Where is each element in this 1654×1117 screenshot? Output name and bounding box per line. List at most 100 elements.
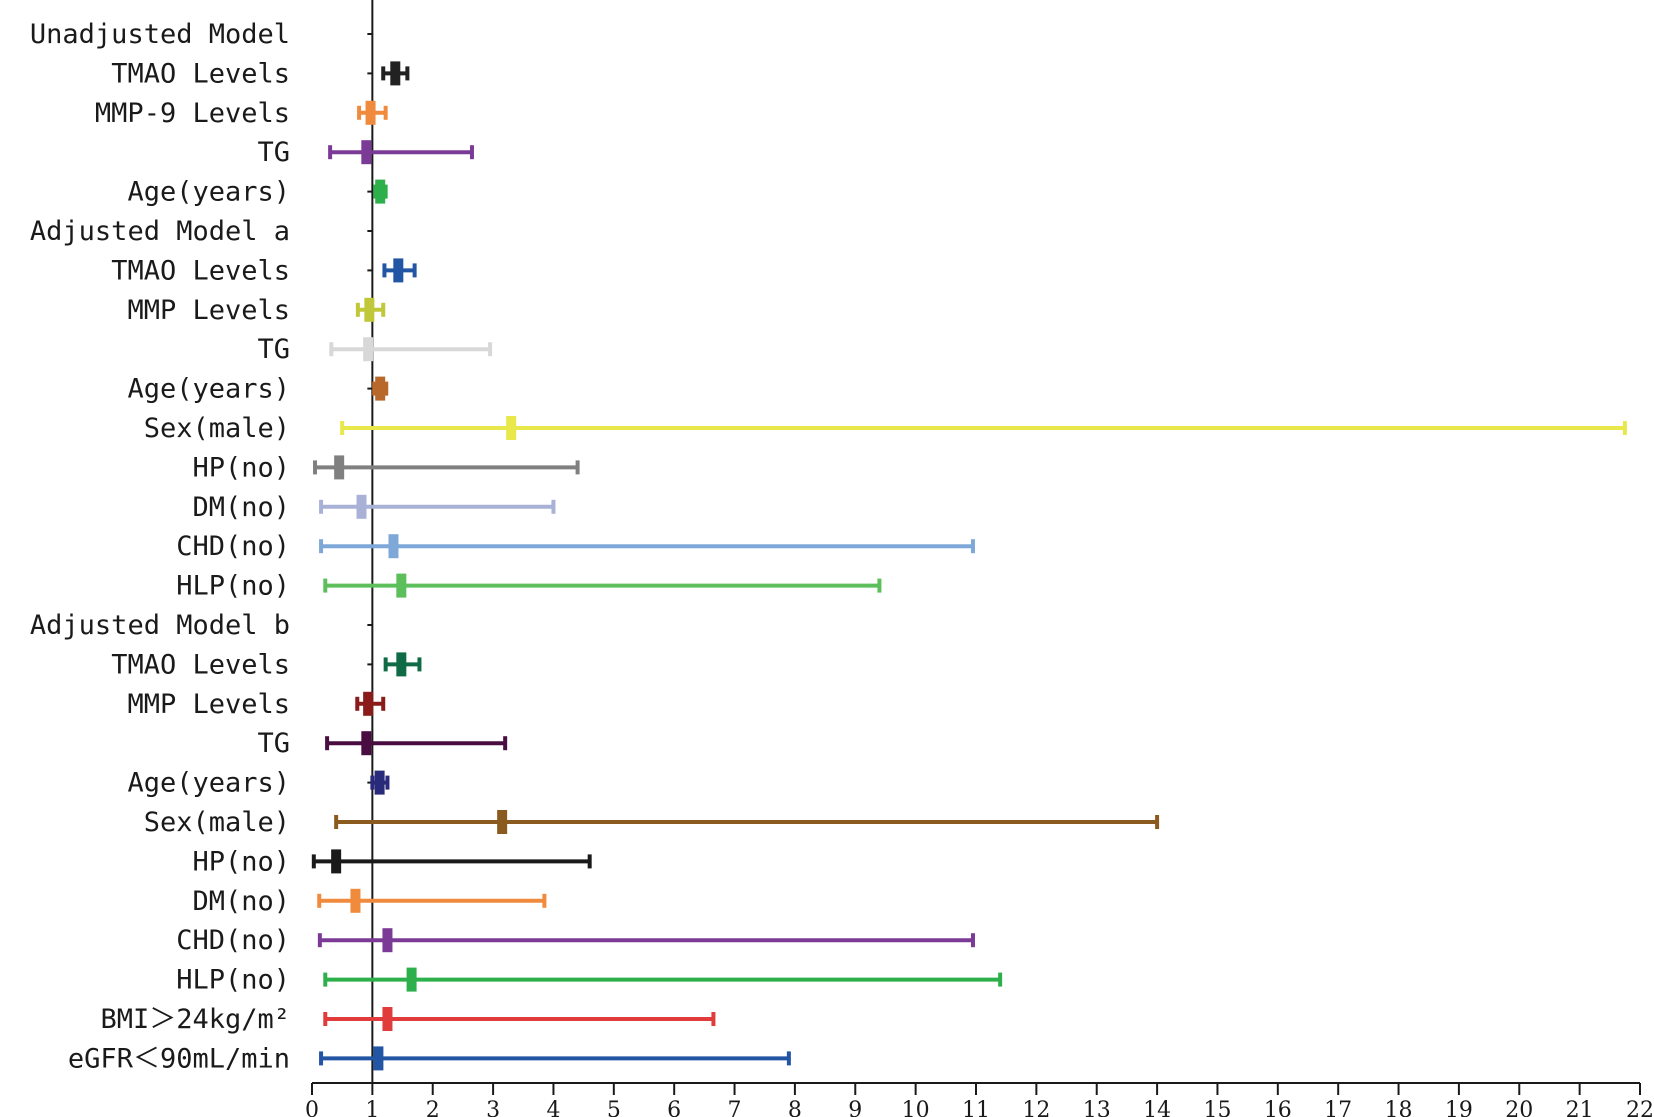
point-estimate-marker xyxy=(375,376,386,401)
forest-row: Sex(male) xyxy=(144,413,1627,444)
forest-row: Age(years) xyxy=(127,768,390,799)
row-label: DM(no) xyxy=(192,886,290,917)
row-label: TG xyxy=(257,137,290,168)
x-tick-label: 0 xyxy=(305,1098,319,1117)
row-label: Age(years) xyxy=(127,768,290,799)
group-header-row: Adjusted Model b xyxy=(30,610,373,641)
forest-row: Sex(male) xyxy=(144,807,1160,838)
row-label: TG xyxy=(257,728,290,759)
point-estimate-marker xyxy=(388,534,399,559)
x-tick-label: 6 xyxy=(667,1098,681,1117)
row-label: CHD(no) xyxy=(176,925,290,956)
forest-row: TG xyxy=(257,334,493,365)
row-label: eGFR＜90mL/min xyxy=(68,1043,290,1074)
x-tick-label: 15 xyxy=(1203,1098,1231,1117)
forest-row: TG xyxy=(257,728,508,759)
x-tick-label: 4 xyxy=(546,1098,560,1117)
x-tick-label: 7 xyxy=(728,1098,742,1117)
x-tick-label: 16 xyxy=(1264,1098,1292,1117)
forest-row: BMI＞24kg/m² xyxy=(100,1004,716,1035)
forest-row: CHD(no) xyxy=(176,531,975,562)
row-label: BMI＞24kg/m² xyxy=(100,1004,290,1035)
x-tick-label: 10 xyxy=(902,1098,930,1117)
forest-row: CHD(no) xyxy=(176,925,975,956)
forest-row: HLP(no) xyxy=(176,571,882,602)
row-label: MMP Levels xyxy=(127,295,290,326)
x-axis: 0 1 2 3 4 5 6 7 8 9 10 11 12 13 14 15 16 17 18 19 20 21 22 xyxy=(305,0,1654,1117)
point-estimate-marker xyxy=(375,179,386,204)
point-estimate-marker xyxy=(382,928,393,953)
row-label: HP(no) xyxy=(192,846,290,877)
x-tick-label: 9 xyxy=(848,1098,862,1117)
x-tick-label: 12 xyxy=(1022,1098,1050,1117)
forest-row: TMAO Levels xyxy=(111,255,417,286)
point-estimate-marker xyxy=(365,100,376,125)
x-tick-label: 13 xyxy=(1083,1098,1111,1117)
row-label: HLP(no) xyxy=(176,571,290,602)
x-tick-label: 8 xyxy=(788,1098,802,1117)
row-label: Age(years) xyxy=(127,374,290,405)
x-tick-label: 21 xyxy=(1566,1098,1594,1117)
forest-row: DM(no) xyxy=(192,886,547,917)
group-header-row: Unadjusted Model xyxy=(30,19,373,50)
forest-row: TG xyxy=(257,137,474,168)
row-label: TMAO Levels xyxy=(111,649,290,680)
point-estimate-marker xyxy=(363,691,374,716)
point-estimate-marker xyxy=(356,494,367,519)
point-estimate-marker xyxy=(382,1007,393,1031)
forest-row: Age(years) xyxy=(127,177,388,208)
x-tick-label: 18 xyxy=(1385,1098,1413,1117)
row-label: TG xyxy=(257,334,290,365)
row-label: MMP Levels xyxy=(127,689,290,720)
row-label: HP(no) xyxy=(192,452,290,483)
forest-row: MMP Levels xyxy=(127,295,386,326)
row-label: HLP(no) xyxy=(176,965,290,996)
row-label: CHD(no) xyxy=(176,531,290,562)
group-header-label: Adjusted Model a xyxy=(30,216,290,247)
point-estimate-marker xyxy=(361,140,372,165)
rows: Unadjusted Model TMAO Levels MMP-9 Levels T… xyxy=(30,19,1627,1074)
row-label: TMAO Levels xyxy=(111,58,290,89)
x-tick-label: 1 xyxy=(365,1098,379,1117)
x-tick-label: 22 xyxy=(1626,1098,1654,1117)
point-estimate-marker xyxy=(374,770,385,795)
forest-row: HLP(no) xyxy=(176,965,1003,996)
point-estimate-marker xyxy=(396,573,407,598)
row-label: DM(no) xyxy=(192,492,290,523)
group-header-row: Adjusted Model a xyxy=(30,216,373,247)
point-estimate-marker xyxy=(364,297,375,322)
forest-row: DM(no) xyxy=(192,492,556,523)
group-header-label: Adjusted Model b xyxy=(30,610,290,641)
point-estimate-marker xyxy=(393,258,404,283)
group-header-label: Unadjusted Model xyxy=(30,19,290,50)
forest-row: MMP-9 Levels xyxy=(95,98,388,129)
point-estimate-marker xyxy=(390,61,401,86)
forest-row: HP(no) xyxy=(192,452,580,483)
point-estimate-marker xyxy=(406,967,417,992)
forest-row: Age(years) xyxy=(127,374,389,405)
row-label: Sex(male) xyxy=(144,413,290,444)
point-estimate-marker xyxy=(373,1046,384,1071)
forest-row: MMP Levels xyxy=(127,689,386,720)
point-estimate-marker xyxy=(361,731,372,756)
x-tick-label: 3 xyxy=(486,1098,500,1117)
x-tick-label: 2 xyxy=(426,1098,440,1117)
row-label: MMP-9 Levels xyxy=(95,98,290,129)
forest-row: TMAO Levels xyxy=(111,58,410,89)
x-tick-label: 11 xyxy=(962,1098,990,1117)
point-estimate-marker xyxy=(506,416,517,440)
x-tick-label: 14 xyxy=(1143,1098,1171,1117)
row-label: Sex(male) xyxy=(144,807,290,838)
x-tick-label: 20 xyxy=(1505,1098,1533,1117)
forest-row: eGFR＜90mL/min xyxy=(68,1043,791,1074)
point-estimate-marker xyxy=(497,810,508,834)
point-estimate-marker xyxy=(396,652,407,677)
x-tick-label: 17 xyxy=(1324,1098,1352,1117)
x-tick-label: 5 xyxy=(607,1098,621,1117)
point-estimate-marker xyxy=(363,337,374,362)
forest-row: TMAO Levels xyxy=(111,649,422,680)
point-estimate-marker xyxy=(334,455,345,480)
row-label: TMAO Levels xyxy=(111,255,290,286)
point-estimate-marker xyxy=(331,849,342,874)
